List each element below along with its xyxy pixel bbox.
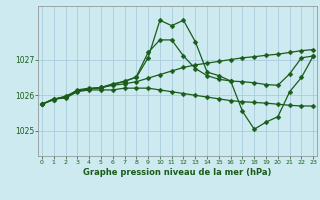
X-axis label: Graphe pression niveau de la mer (hPa): Graphe pression niveau de la mer (hPa) [84,168,272,177]
